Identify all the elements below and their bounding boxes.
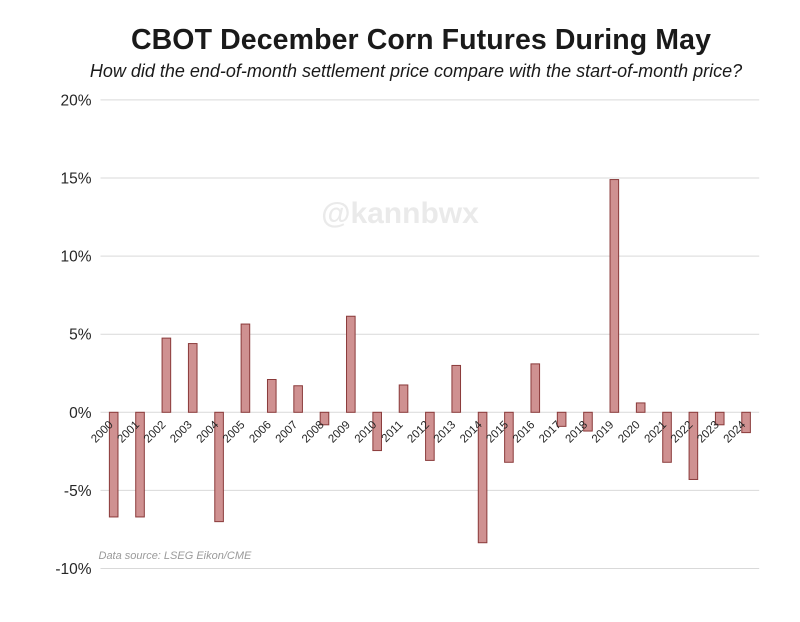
svg-text:2011: 2011 [380, 419, 406, 445]
svg-text:2009: 2009 [326, 419, 353, 446]
svg-text:5%: 5% [69, 327, 92, 344]
svg-text:2005: 2005 [221, 419, 248, 446]
svg-text:2016: 2016 [511, 419, 538, 446]
svg-text:-10%: -10% [55, 561, 91, 578]
svg-text:2019: 2019 [590, 419, 617, 446]
svg-text:2006: 2006 [247, 419, 274, 446]
svg-text:10%: 10% [60, 249, 91, 266]
svg-text:20%: 20% [60, 92, 91, 109]
svg-text:0%: 0% [69, 405, 92, 422]
svg-text:2007: 2007 [274, 419, 301, 446]
svg-text:15%: 15% [60, 171, 91, 188]
svg-text:2003: 2003 [168, 419, 195, 446]
svg-text:2020: 2020 [616, 419, 643, 446]
svg-text:-5%: -5% [64, 483, 92, 500]
svg-text:2002: 2002 [142, 419, 169, 446]
svg-text:2013: 2013 [432, 419, 459, 446]
